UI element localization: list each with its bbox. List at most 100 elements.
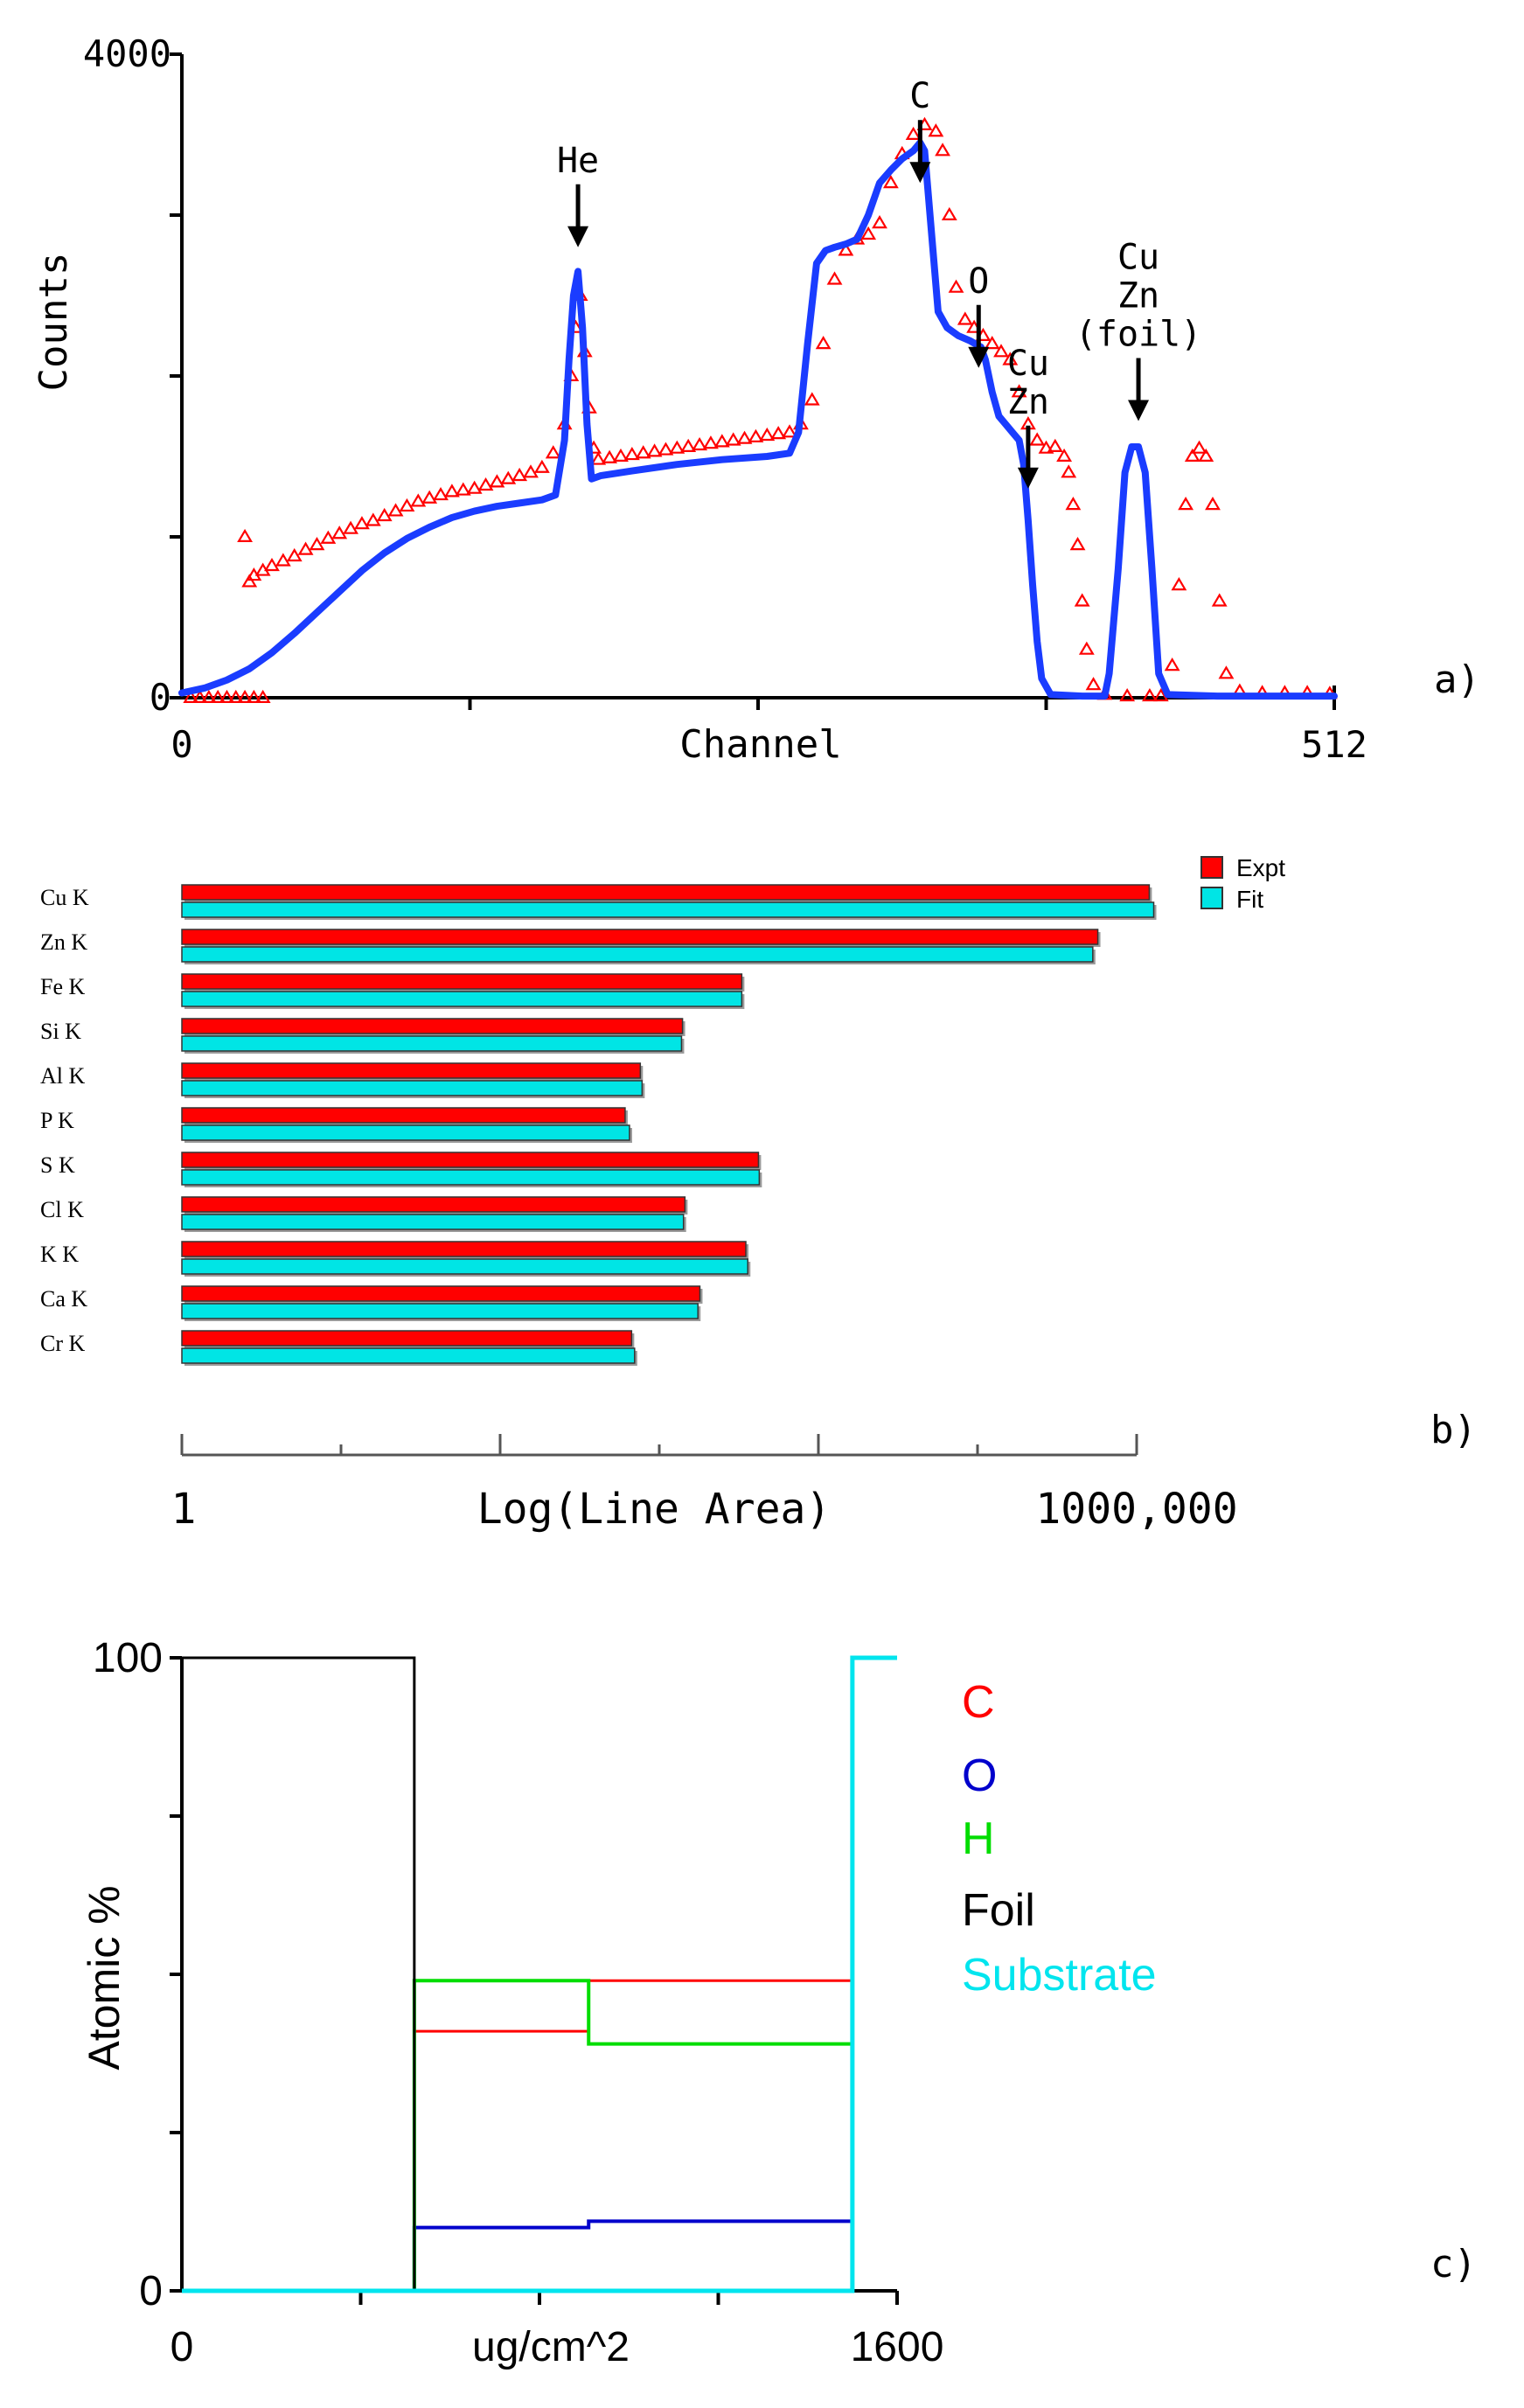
expt-point <box>1029 432 1046 446</box>
panel-a-y-tick-top: 4000 <box>83 32 171 75</box>
bar-expt <box>181 1062 642 1079</box>
series-line-substrate <box>182 1655 897 2293</box>
legend-label-o: O <box>962 1750 997 1801</box>
bar-fit <box>181 1303 699 1319</box>
category-label: Cl K <box>40 1197 84 1222</box>
legend-label-h: H <box>962 1813 995 1864</box>
legend-label-foil: Foil <box>962 1885 1035 1936</box>
expt-point <box>680 438 697 452</box>
arrow-down-icon <box>968 346 990 368</box>
panel-a-x-tick-left: 0 <box>170 723 192 766</box>
expt-point <box>1085 677 1102 691</box>
expt-point <box>466 480 483 494</box>
annotation-label: He <box>557 141 599 181</box>
expt-point <box>275 553 291 567</box>
expt-point <box>237 689 254 703</box>
expt-point <box>241 574 258 588</box>
expt-point <box>254 689 271 703</box>
annotation-label: Zn <box>1117 276 1159 317</box>
bar-fit <box>181 1124 630 1141</box>
arrow-down-icon <box>1128 400 1150 421</box>
bar-expt <box>181 1241 747 1257</box>
expt-point <box>713 434 730 448</box>
category-label: K K <box>40 1242 79 1267</box>
expt-point <box>815 336 832 350</box>
category-label: Cr K <box>40 1331 86 1356</box>
expt-point <box>1038 440 1054 454</box>
expt-point <box>1078 641 1095 655</box>
expt-point <box>500 470 517 484</box>
panel-b-bars <box>181 884 1157 1366</box>
panel-b-x-tick-left: 1 <box>171 1485 197 1534</box>
panel-a-expt-series <box>183 116 1338 703</box>
arrow-down-icon <box>909 162 931 184</box>
panel-c-y-tick-top: 100 <box>93 1635 163 1681</box>
expt-point <box>635 445 651 459</box>
expt-point <box>246 689 262 703</box>
expt-point <box>191 689 208 703</box>
expt-point <box>941 206 957 220</box>
expt-point <box>669 440 685 454</box>
expt-point <box>421 490 438 504</box>
expt-point <box>804 392 820 406</box>
expt-point <box>183 689 199 703</box>
expt-point <box>387 503 404 517</box>
expt-point <box>826 271 843 285</box>
panel-c-x-tick-left: 0 <box>170 2324 194 2370</box>
legend-label-substrate: Substrate <box>962 1950 1157 2001</box>
panel-b-category-labels: Cu K Zn K Fe K Si K Al K P K S K Cl K K K Ca K Cr … <box>40 885 89 1356</box>
panel-a-y-tick-bottom: 0 <box>150 676 171 719</box>
expt-point <box>759 427 776 442</box>
expt-point <box>838 242 854 256</box>
expt-point <box>489 474 505 488</box>
expt-point <box>264 557 280 572</box>
expt-point <box>993 344 1009 358</box>
bar-fit <box>181 1169 761 1186</box>
category-label: Al K <box>40 1063 86 1089</box>
annotation-label: O <box>968 261 989 302</box>
expt-point <box>523 464 539 478</box>
expt-point <box>286 547 303 562</box>
bar-expt <box>181 1152 760 1168</box>
panel-b-x-label: Log(Line Area) <box>477 1485 832 1534</box>
expt-point <box>1061 464 1077 478</box>
arrow-down-icon <box>1017 467 1039 489</box>
legend-swatch-fit <box>1200 887 1223 909</box>
expt-point <box>905 126 922 140</box>
bar-expt <box>181 1196 686 1213</box>
arrow-down-icon <box>567 226 589 247</box>
expt-point <box>331 525 348 539</box>
expt-point <box>309 537 325 551</box>
expt-point <box>692 436 707 451</box>
bar-fit <box>181 991 743 1007</box>
expt-point <box>200 689 217 703</box>
legend-label-c: C <box>962 1677 995 1728</box>
expt-point <box>1047 438 1063 452</box>
expt-point <box>957 311 973 325</box>
expt-point <box>1119 687 1136 702</box>
expt-point <box>984 336 1000 350</box>
panel-b-ticks <box>180 1434 1138 1455</box>
panel-c-legend: C O H Foil Substrate <box>962 1677 1157 2001</box>
panel-c-ticks <box>170 1656 899 2305</box>
panel-b-legend: Expt Fit <box>1200 854 1285 913</box>
expt-point <box>602 449 618 463</box>
expt-point <box>365 512 381 526</box>
expt-point <box>354 516 370 530</box>
expt-point <box>1056 448 1073 462</box>
expt-point <box>948 279 964 293</box>
expt-point <box>1171 577 1187 591</box>
category-label: Zn K <box>40 929 87 955</box>
panel-c-y-label: Atomic % <box>80 1885 129 2070</box>
panel-c-x-tick-right: 1600 <box>851 2324 944 2370</box>
annotation-label: Cu <box>1007 344 1049 384</box>
expt-point <box>1205 497 1221 511</box>
expt-point <box>1152 687 1169 702</box>
expt-point <box>1218 665 1235 679</box>
bar-expt <box>181 1330 633 1347</box>
panel-a-x-tick-right: 512 <box>1301 723 1367 766</box>
category-label: Fe K <box>40 974 86 999</box>
bar-fit <box>181 901 1155 918</box>
bar-expt <box>181 1107 626 1124</box>
